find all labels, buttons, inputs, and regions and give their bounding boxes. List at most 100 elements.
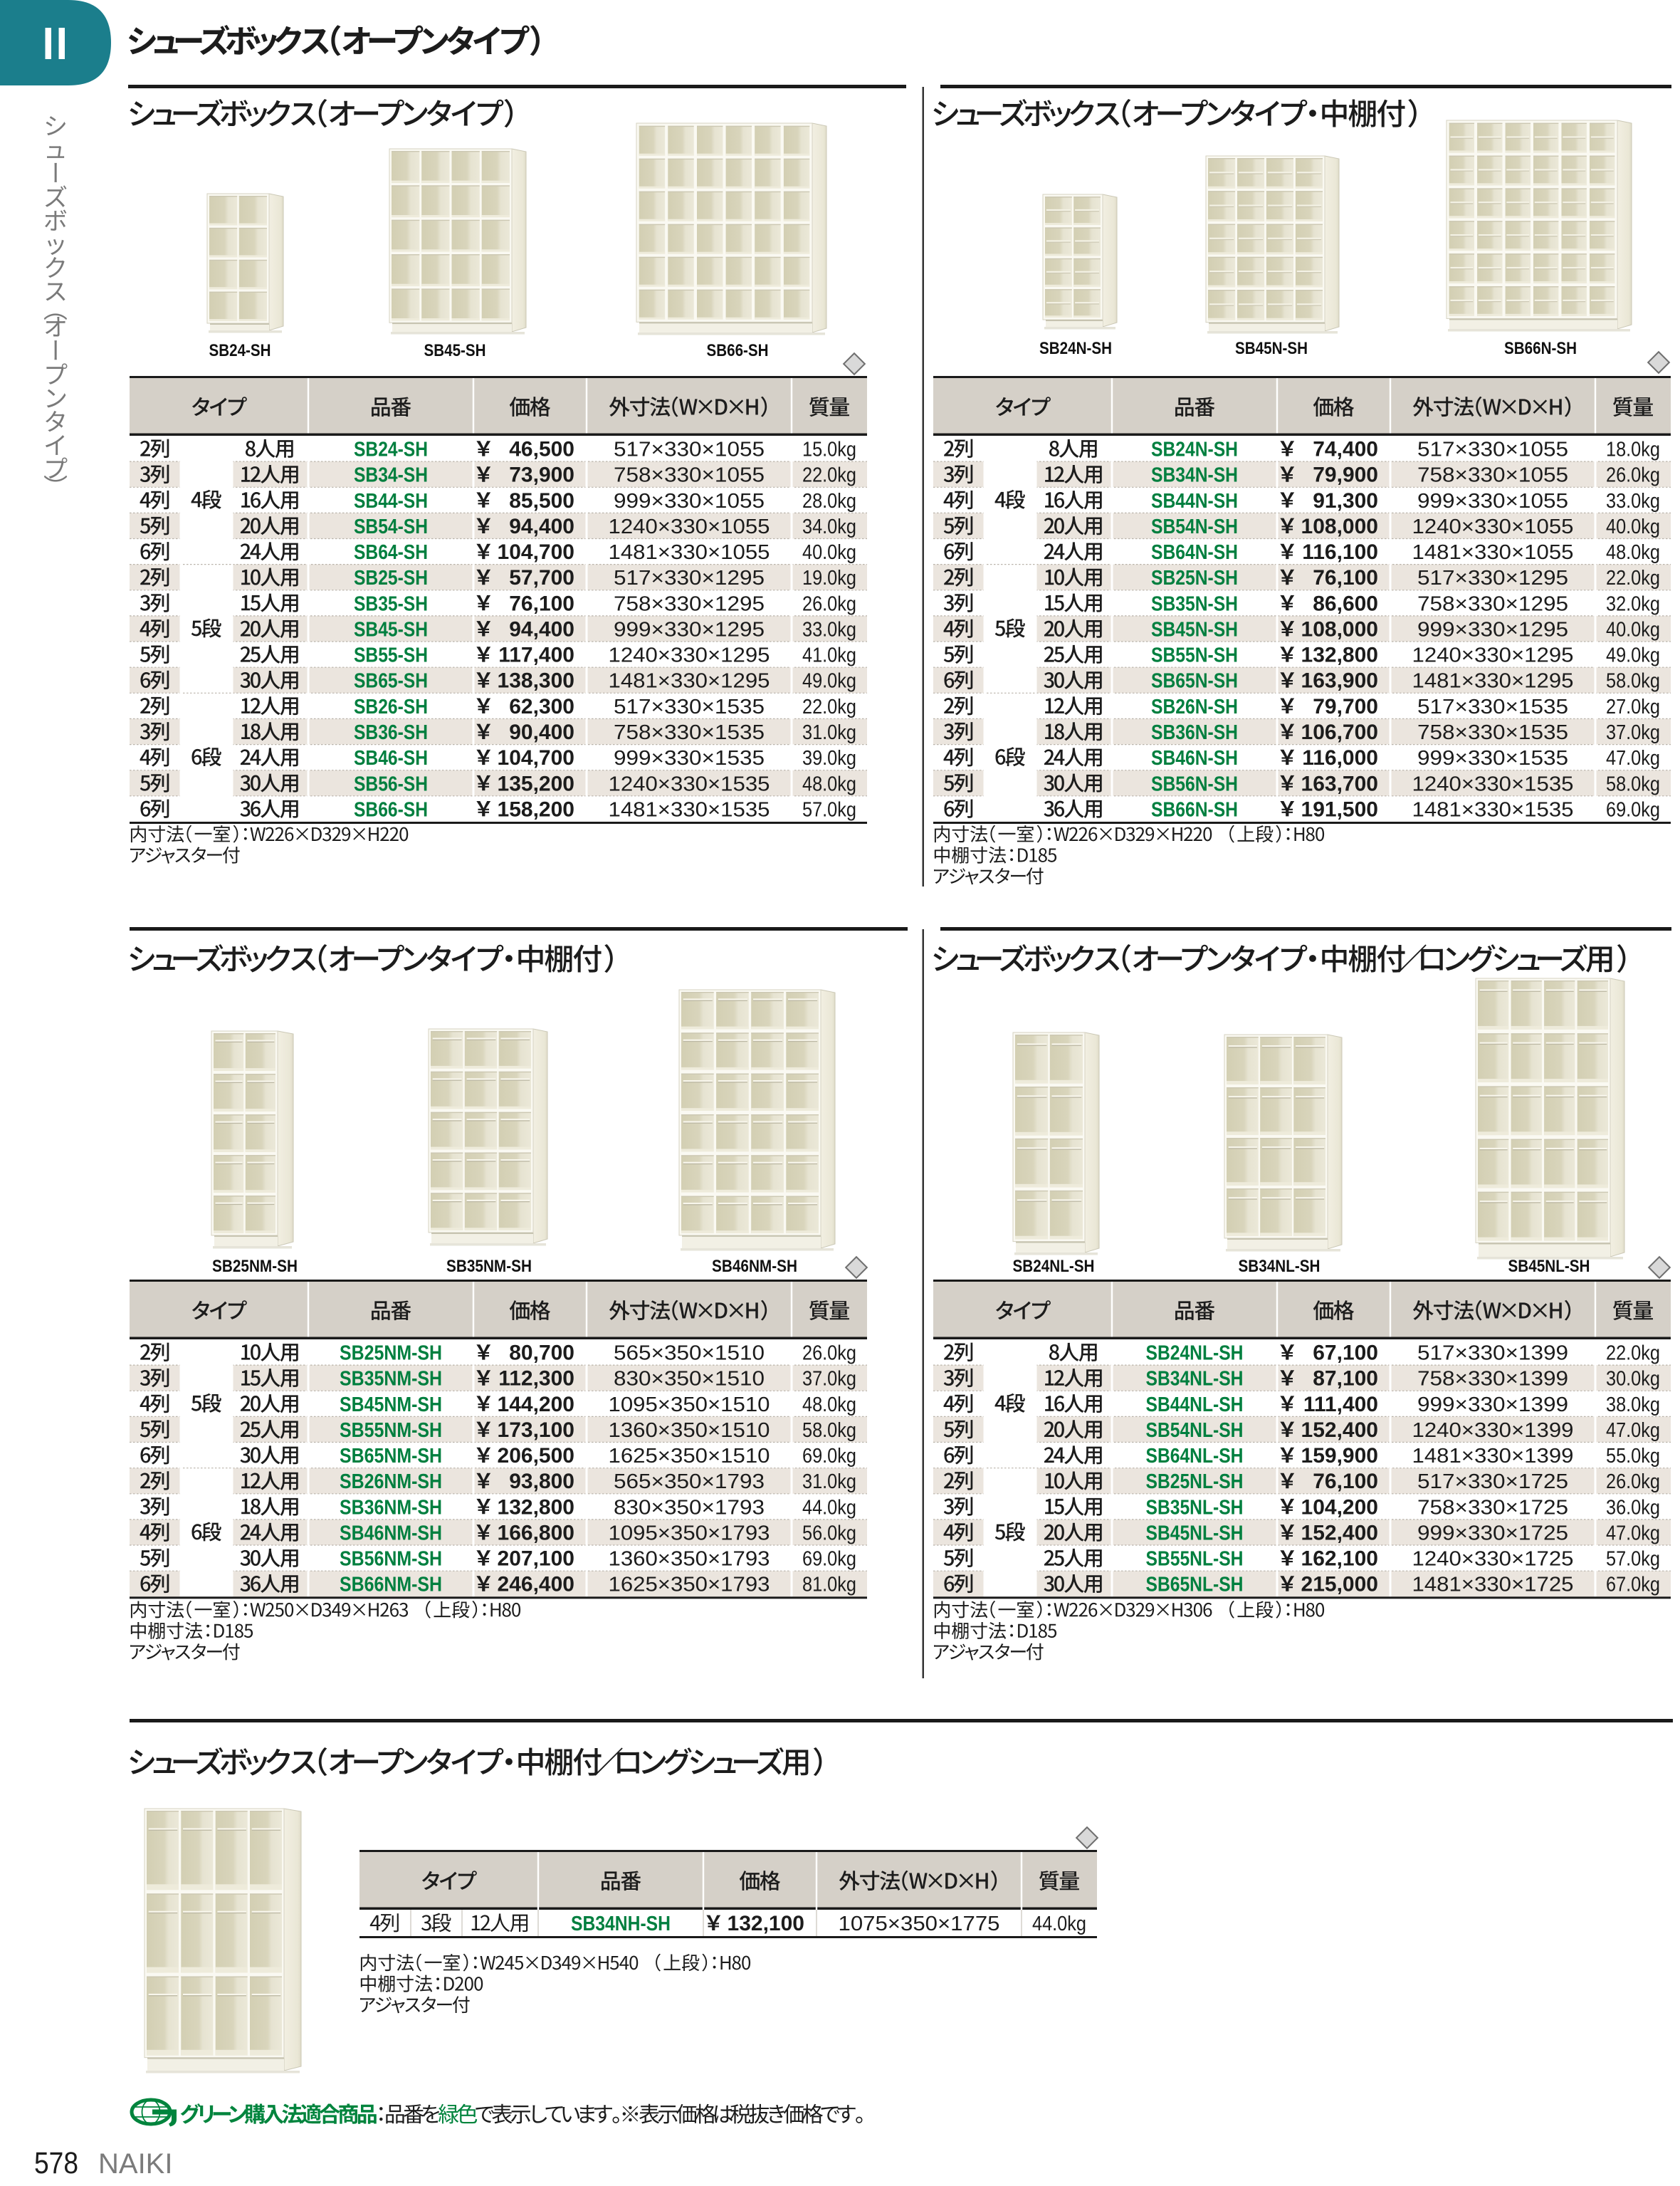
svg-text:SB45NL-SH: SB45NL-SH (1508, 1257, 1590, 1276)
svg-text:SB65NM-SH: SB65NM-SH (340, 1445, 442, 1468)
svg-text:58.0kg: 58.0kg (1606, 670, 1660, 693)
svg-text:SB34-SH: SB34-SH (354, 464, 428, 487)
svg-text:162,100: 162,100 (1301, 1547, 1378, 1571)
svg-text:SB55N-SH: SB55N-SH (1151, 644, 1238, 667)
svg-text:31.0kg: 31.0kg (802, 1470, 856, 1493)
svg-text:132,800: 132,800 (1301, 644, 1378, 667)
svg-text:26.0kg: 26.0kg (802, 1342, 856, 1365)
svg-text:SB45NM-SH: SB45NM-SH (340, 1393, 442, 1416)
svg-text:57.0kg: 57.0kg (1606, 1548, 1660, 1571)
svg-text:158,200: 158,200 (498, 797, 574, 821)
svg-text:999×330×1725: 999×330×1725 (1417, 1522, 1568, 1545)
svg-text:SB46NM-SH: SB46NM-SH (712, 1257, 797, 1276)
svg-text:86,600: 86,600 (1313, 592, 1378, 615)
svg-text:SB25N-SH: SB25N-SH (1151, 567, 1238, 590)
svg-text:SB65N-SH: SB65N-SH (1151, 670, 1238, 693)
svg-text:830×350×1510: 830×350×1510 (614, 1368, 765, 1391)
svg-text:49.0kg: 49.0kg (1606, 644, 1660, 667)
svg-text:SB64N-SH: SB64N-SH (1151, 541, 1238, 564)
svg-text:517×330×1535: 517×330×1535 (614, 696, 765, 718)
svg-text:1240×330×1055: 1240×330×1055 (1412, 516, 1574, 538)
svg-text:SB45N-SH: SB45N-SH (1235, 339, 1308, 358)
svg-text:152,400: 152,400 (1301, 1418, 1378, 1442)
svg-text:56.0kg: 56.0kg (802, 1522, 856, 1545)
svg-text:830×350×1793: 830×350×1793 (614, 1496, 765, 1519)
svg-text:SB35NM-SH: SB35NM-SH (446, 1257, 532, 1276)
svg-text:758×330×1295: 758×330×1295 (1417, 592, 1568, 615)
svg-text:578: 578 (34, 2146, 78, 2180)
svg-text:104,700: 104,700 (498, 746, 574, 770)
svg-text:116,000: 116,000 (1302, 746, 1378, 770)
svg-text:132,100: 132,100 (728, 1912, 804, 1935)
svg-text:46,500: 46,500 (509, 438, 574, 461)
svg-text:26.0kg: 26.0kg (1606, 464, 1660, 487)
svg-text:SB35NL-SH: SB35NL-SH (1146, 1496, 1244, 1519)
svg-text:15.0kg: 15.0kg (802, 439, 856, 461)
svg-text:104,200: 104,200 (1301, 1495, 1378, 1519)
svg-text:999×330×1295: 999×330×1295 (614, 619, 765, 642)
svg-text:SB24NL-SH: SB24NL-SH (1013, 1257, 1095, 1276)
svg-text:49.0kg: 49.0kg (802, 670, 856, 693)
svg-text:1360×350×1510: 1360×350×1510 (609, 1419, 770, 1442)
svg-text:19.0kg: 19.0kg (802, 567, 856, 590)
svg-text:1240×330×1725: 1240×330×1725 (1412, 1548, 1574, 1571)
svg-text:93,800: 93,800 (509, 1470, 574, 1493)
svg-text:32.0kg: 32.0kg (1606, 592, 1660, 615)
svg-text:246,400: 246,400 (498, 1573, 574, 1596)
svg-text:SB35-SH: SB35-SH (354, 592, 428, 615)
svg-text:517×330×1295: 517×330×1295 (614, 567, 765, 590)
svg-text:SB66NM-SH: SB66NM-SH (340, 1574, 442, 1596)
svg-text:SB56NM-SH: SB56NM-SH (340, 1548, 442, 1571)
svg-text:79,900: 79,900 (1313, 464, 1378, 487)
svg-text:1481×330×1295: 1481×330×1295 (609, 670, 770, 693)
svg-text:33.0kg: 33.0kg (802, 619, 856, 642)
svg-text:73,900: 73,900 (509, 464, 574, 487)
svg-text:44.0kg: 44.0kg (1032, 1913, 1086, 1935)
svg-text:1481×330×1535: 1481×330×1535 (1412, 798, 1574, 821)
svg-text:44.0kg: 44.0kg (802, 1496, 856, 1519)
svg-text:1240×330×1295: 1240×330×1295 (1412, 644, 1574, 667)
svg-text:163,900: 163,900 (1301, 669, 1378, 693)
svg-text:999×330×1399: 999×330×1399 (1417, 1393, 1568, 1416)
svg-text:SB56N-SH: SB56N-SH (1151, 773, 1238, 795)
svg-text:80,700: 80,700 (509, 1342, 574, 1365)
svg-text:758×330×1535: 758×330×1535 (614, 721, 765, 744)
svg-text:22.0kg: 22.0kg (802, 696, 856, 718)
svg-text:999×330×1295: 999×330×1295 (1417, 619, 1568, 642)
svg-text:SB46-SH: SB46-SH (354, 747, 428, 770)
svg-text:36.0kg: 36.0kg (1606, 1496, 1660, 1519)
svg-text:58.0kg: 58.0kg (1606, 773, 1660, 795)
svg-text:69.0kg: 69.0kg (802, 1445, 856, 1468)
svg-text:1240×330×1399: 1240×330×1399 (1412, 1419, 1574, 1442)
svg-text:76,100: 76,100 (509, 592, 574, 615)
svg-text:SB25NM-SH: SB25NM-SH (212, 1257, 298, 1276)
svg-text:69.0kg: 69.0kg (1606, 798, 1660, 821)
svg-text:1481×330×1295: 1481×330×1295 (1412, 670, 1574, 693)
svg-text:SB44-SH: SB44-SH (354, 490, 428, 513)
svg-text:55.0kg: 55.0kg (1606, 1445, 1660, 1468)
svg-text:SB66N-SH: SB66N-SH (1504, 339, 1577, 358)
svg-text:SB64NL-SH: SB64NL-SH (1146, 1445, 1244, 1468)
svg-text:37.0kg: 37.0kg (802, 1368, 856, 1391)
svg-text:SB35N-SH: SB35N-SH (1151, 592, 1238, 615)
svg-text:40.0kg: 40.0kg (1606, 619, 1660, 642)
svg-text:22.0kg: 22.0kg (1606, 567, 1660, 590)
svg-text:48.0kg: 48.0kg (802, 773, 856, 795)
svg-text:1481×330×1055: 1481×330×1055 (609, 541, 770, 564)
svg-text:57.0kg: 57.0kg (802, 798, 856, 821)
svg-text:SB46NM-SH: SB46NM-SH (340, 1522, 442, 1545)
svg-text:47.0kg: 47.0kg (1606, 1522, 1660, 1545)
svg-text:517×330×1055: 517×330×1055 (1417, 439, 1568, 461)
svg-text:758×330×1055: 758×330×1055 (614, 464, 765, 487)
svg-text:SB44N-SH: SB44N-SH (1151, 490, 1238, 513)
svg-text:47.0kg: 47.0kg (1606, 1419, 1660, 1442)
svg-text:67.0kg: 67.0kg (1606, 1574, 1660, 1596)
svg-text:69.0kg: 69.0kg (802, 1548, 856, 1571)
svg-text:138,300: 138,300 (498, 669, 574, 693)
svg-text:106,700: 106,700 (1301, 721, 1378, 744)
svg-text:SB25NM-SH: SB25NM-SH (340, 1342, 442, 1365)
svg-text:41.0kg: 41.0kg (802, 644, 856, 667)
svg-text:74,400: 74,400 (1313, 438, 1378, 461)
svg-text:111,400: 111,400 (1303, 1393, 1378, 1416)
svg-text:1240×330×1535: 1240×330×1535 (609, 773, 770, 795)
